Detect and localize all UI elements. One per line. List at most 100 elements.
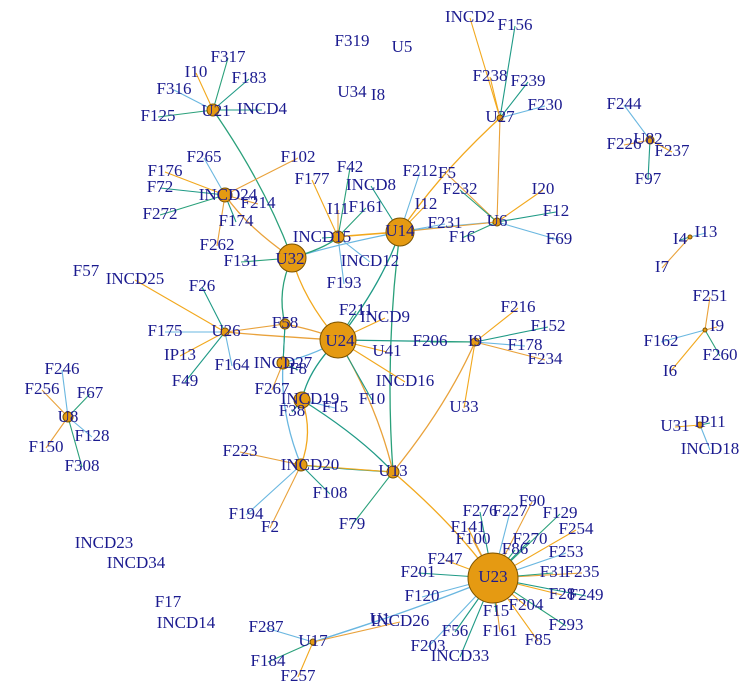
- node-label: I9: [710, 316, 724, 335]
- edge: [351, 471, 394, 526]
- node-label: I9: [468, 331, 482, 350]
- node-label: F2: [261, 517, 279, 536]
- node-label: F175: [148, 321, 183, 340]
- node-label: F177: [295, 169, 330, 188]
- node-label: U33: [449, 397, 478, 416]
- node-label: F232: [443, 179, 478, 198]
- node-label: F90: [519, 491, 545, 510]
- edge: [469, 17, 501, 119]
- node-label: F17: [155, 592, 182, 611]
- node-label: IP13: [164, 345, 196, 364]
- node: [276, 356, 290, 370]
- node-label: F235: [565, 562, 600, 581]
- node-label: F79: [339, 514, 365, 533]
- node-label: F31: [540, 562, 566, 581]
- node-label: F69: [546, 229, 572, 248]
- node-label: U31: [660, 416, 689, 435]
- edge: [212, 57, 229, 111]
- edge: [461, 221, 498, 239]
- node-label: F58: [272, 313, 298, 332]
- node-label: U41: [372, 341, 401, 360]
- node: [470, 337, 480, 347]
- node-label: INCD14: [157, 613, 216, 632]
- node-label: F231: [428, 213, 463, 232]
- node-label: I10: [185, 62, 208, 81]
- node-label: F100: [456, 529, 491, 548]
- node-label: F211: [339, 300, 373, 319]
- node-label: F15: [483, 601, 509, 620]
- node: [496, 114, 504, 122]
- edge: [41, 389, 69, 418]
- node-label: F161: [483, 621, 518, 640]
- edge: [265, 627, 314, 643]
- node-label: F260: [703, 345, 738, 364]
- node-label: F28: [549, 584, 575, 603]
- node-label: F204: [509, 595, 544, 614]
- edge: [300, 464, 394, 473]
- node-label: F72: [147, 177, 173, 196]
- node-label: F287: [249, 617, 284, 636]
- node: [386, 465, 400, 479]
- node: [492, 217, 502, 227]
- edge: [496, 117, 501, 223]
- node: [206, 103, 220, 117]
- node-label: F256: [25, 379, 60, 398]
- node-label: U13: [378, 461, 407, 480]
- node-label: F108: [313, 483, 348, 502]
- edge: [282, 362, 302, 466]
- node-label: F10: [359, 389, 385, 408]
- node-label: INCD8: [346, 175, 396, 194]
- node: [277, 243, 307, 273]
- node-label: F194: [229, 504, 264, 523]
- node-label: INCD23: [75, 533, 134, 552]
- edge: [245, 464, 302, 516]
- node-label: U24: [325, 331, 355, 350]
- node-label: INCD27: [254, 353, 313, 372]
- node-label: F237: [655, 141, 690, 160]
- edge: [499, 81, 529, 119]
- node: [331, 230, 345, 244]
- edge: [474, 326, 549, 343]
- edge: [474, 341, 526, 347]
- node-label: F67: [77, 383, 104, 402]
- node-label: I12: [415, 194, 438, 213]
- node-label: F56: [442, 621, 468, 640]
- node-label: F49: [172, 371, 198, 390]
- node-label: F246: [45, 359, 80, 378]
- node-label: F162: [644, 331, 679, 350]
- edge: [392, 341, 476, 473]
- edge: [159, 187, 226, 196]
- node-label: INCD19: [281, 389, 340, 408]
- node: [467, 552, 519, 604]
- edge: [301, 399, 394, 473]
- node: [645, 135, 655, 145]
- node-label: F193: [327, 273, 362, 292]
- node-label: INCD16: [376, 371, 435, 390]
- node-label: F247: [428, 549, 463, 568]
- edge: [446, 173, 498, 223]
- edge: [195, 72, 214, 111]
- edge: [337, 167, 351, 238]
- node-label: F178: [508, 335, 543, 354]
- node-label: INCD26: [371, 611, 430, 630]
- node-label: I20: [532, 179, 555, 198]
- node-label: F308: [65, 456, 100, 475]
- node-label: U27: [485, 107, 515, 126]
- node-label: INCD15: [293, 227, 352, 246]
- node: [293, 391, 311, 409]
- node-label: F164: [215, 355, 250, 374]
- node-label: F174: [219, 211, 254, 230]
- node: [319, 321, 357, 359]
- edge: [224, 331, 233, 367]
- node-label: F257: [281, 666, 316, 685]
- edge: [704, 296, 711, 331]
- edge: [669, 329, 706, 373]
- node-label: F125: [141, 106, 176, 125]
- node-label: INCD33: [431, 646, 490, 665]
- node-label: F317: [211, 47, 246, 66]
- node-label: U82: [633, 129, 662, 148]
- edge: [239, 451, 302, 466]
- node-label: F42: [337, 157, 363, 176]
- node: [62, 411, 74, 423]
- node-label: F86: [502, 539, 528, 558]
